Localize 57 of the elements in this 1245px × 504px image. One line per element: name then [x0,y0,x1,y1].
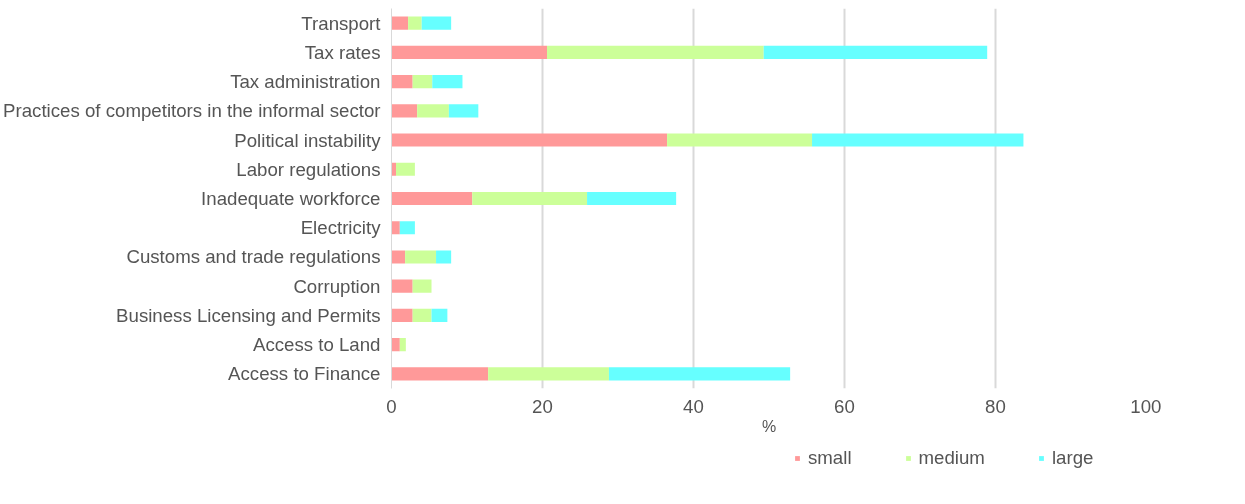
y-tick-label: Corruption [293,275,381,297]
bar [432,75,463,89]
bar [399,221,415,235]
bar [547,45,764,59]
bar [391,221,400,235]
legend-label: large [1051,447,1094,469]
bar [412,75,433,89]
bar [763,45,988,59]
bar [667,133,813,147]
legend-label: medium [918,447,985,469]
bar [391,16,409,30]
y-tick-label: Access to Finance [228,363,381,385]
x-tick-label: 60 [834,395,855,417]
bar [405,250,437,264]
x-tick-label: 40 [683,395,704,417]
bar [396,162,415,176]
y-tick-label: Inadequate workforce [201,188,381,209]
y-tick-label: Transport [301,12,382,34]
bar [587,191,677,206]
bar [421,16,452,30]
bar [488,367,609,381]
bar [408,16,422,30]
bar [399,338,406,352]
bar [391,308,413,322]
bar [391,250,406,264]
bar [472,191,588,206]
bar [412,279,432,293]
bar [391,133,668,147]
x-tick-label: 80 [985,395,1006,417]
y-tick-label: Practices of competitors in the informal sector [3,100,381,122]
bar [448,104,479,118]
bar [391,45,548,59]
legend-label: small [808,447,852,469]
y-tick-label: Access to Land [252,334,381,356]
bar [391,279,413,293]
bar [391,338,400,352]
bar [391,367,489,381]
bar [391,191,473,206]
y-tick-label: Labor regulations [236,158,381,180]
bar [812,133,1024,147]
bar [391,75,413,89]
y-tick-label: Customs and trade regulations [126,246,381,268]
y-tick-label: Business Licensing and Permits [116,304,381,326]
x-tick-label: 20 [532,395,553,417]
y-tick-label: Political instability [234,129,382,151]
bar [431,308,448,322]
bar [436,250,452,264]
bar [412,308,432,322]
y-tick-label: Tax rates [304,41,381,63]
x-axis-title: % [761,417,777,435]
bar [391,104,418,118]
x-tick-label: 0 [386,395,397,417]
x-tick-label: 100 [1130,395,1162,417]
y-tick-label: Tax administration [230,71,381,93]
bar [417,104,449,118]
y-tick-label: Electricity [300,217,382,239]
bar [608,367,791,381]
